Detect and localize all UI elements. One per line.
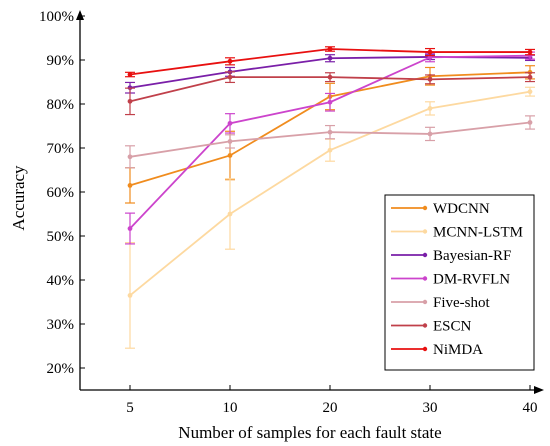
legend-label: Five-shot [433, 295, 491, 311]
x-axis-arrow [534, 386, 544, 394]
x-axis-label: Number of samples for each fault state [178, 423, 441, 442]
series-dm-rvfln [125, 51, 535, 245]
data-point [327, 129, 333, 135]
data-point [527, 89, 533, 95]
legend: WDCNN MCNN-LSTM Bayesian-RF DM-RVFLN Five-sh… [384, 194, 535, 371]
legend-item: DM-RVFLN [391, 272, 510, 288]
data-point [227, 211, 233, 217]
data-point [327, 46, 333, 52]
data-point [527, 74, 533, 80]
legend-box [384, 194, 535, 371]
y-tick-label: 80% [47, 97, 75, 113]
data-point [127, 72, 133, 77]
data-point [327, 147, 333, 153]
legend-marker [422, 229, 428, 234]
legend-marker [422, 252, 428, 258]
x-tick-label: 10 [223, 400, 238, 416]
legend-item: MCNN-LSTM [391, 225, 523, 241]
legend-label: DM-RVFLN [433, 272, 510, 288]
legend-label: NiMDA [433, 342, 483, 358]
data-point [327, 74, 333, 80]
legend-label: MCNN-LSTM [433, 225, 523, 241]
legend-item: NiMDA [391, 342, 483, 358]
data-point [227, 139, 233, 144]
data-point [227, 120, 233, 126]
y-axis-arrow [76, 10, 84, 20]
data-point [127, 98, 133, 104]
series-five-shot [125, 115, 535, 169]
data-point [127, 293, 133, 298]
legend-item: Bayesian-RF [391, 248, 511, 264]
x-tick-label: 40 [523, 400, 538, 416]
y-tick-label: 90% [47, 53, 75, 69]
data-point [227, 74, 233, 80]
data-point [527, 49, 533, 55]
data-point [427, 106, 433, 111]
data-point [127, 154, 133, 160]
series-mcnn-lstm [125, 86, 535, 349]
data-point [427, 76, 433, 82]
y-tick-label: 60% [47, 185, 75, 201]
legend-marker [422, 323, 428, 328]
legend-marker [422, 276, 428, 281]
y-tick-label: 30% [47, 317, 75, 333]
data-point [127, 183, 133, 188]
data-point [427, 131, 433, 137]
legend-marker [422, 346, 428, 352]
data-point [527, 120, 533, 125]
x-tick-label: 30 [423, 400, 438, 416]
data-point [127, 226, 133, 231]
data-point [327, 99, 333, 105]
legend-item: ESCN [391, 319, 472, 335]
series-escn [125, 71, 535, 116]
y-tick-label: 50% [47, 229, 75, 245]
x-tick-label: 20 [323, 400, 338, 416]
x-tick-label: 5 [126, 400, 134, 416]
series-nimda [125, 46, 535, 78]
legend-label: WDCNN [433, 201, 490, 217]
y-tick-label: 40% [47, 273, 75, 289]
legend-label: Bayesian-RF [433, 248, 511, 264]
y-tick-label: 70% [47, 141, 75, 157]
y-axis-label: Accuracy [9, 165, 28, 231]
data-point [227, 58, 233, 64]
data-point [327, 55, 333, 61]
legend-item: Five-shot [391, 295, 491, 311]
y-tick-label: 100% [39, 9, 74, 25]
legend-marker [422, 299, 428, 305]
legend-label: ESCN [433, 319, 472, 335]
legend-marker [422, 205, 428, 211]
legend-item: WDCNN [391, 201, 490, 217]
data-point [427, 49, 433, 55]
y-tick-label: 20% [47, 361, 75, 377]
data-point [227, 153, 233, 158]
